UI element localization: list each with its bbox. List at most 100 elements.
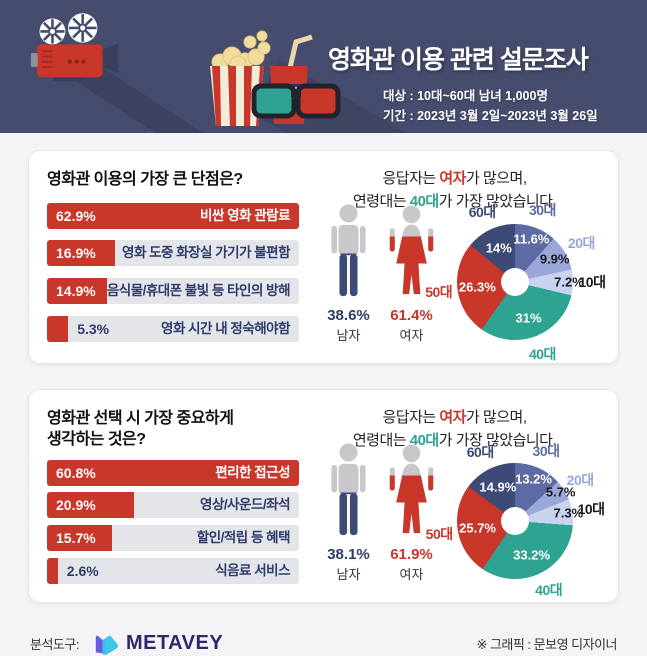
bar-fill [47, 316, 69, 343]
female-pictogram-icon [389, 205, 434, 295]
bar-row: 14.9% 음식물/휴대폰 불빛 등 타인의 방해 [47, 278, 299, 305]
donut-chart-body [457, 463, 573, 579]
popcorn-drink-3dglasses-icon [210, 30, 341, 126]
pie-slice-percentage: 14% [485, 240, 512, 256]
bar-row: 15.7% 할인/적립 등 혜택 [47, 525, 299, 552]
bar-label: 할인/적립 등 혜택 [196, 530, 291, 546]
pie-slice-percentage: 7.2% [554, 274, 584, 290]
metavey-logo: METAVEY [93, 630, 223, 656]
pie-slice-label: 30대 [528, 202, 556, 219]
bar-fill [47, 492, 134, 519]
card-disadvantages: 영화관 이용의 가장 큰 단점은? 62.9% 비싼 영화 관람료 16.9% 영화 … [28, 150, 619, 364]
bar-percentage: 5.3% [77, 321, 110, 338]
insight-segment: 응답자는 [382, 170, 440, 187]
graphic-credit: ※ 그래픽 : 문보영 디자이너 [476, 636, 617, 652]
donut-chart-body [457, 224, 573, 340]
insight-segment: 가 가장 많았습니다. [438, 192, 557, 210]
analysis-tool-label: 분석도구: [30, 636, 79, 652]
selection-age-donut-chart: 13.2% 30대 5.7% 20대 7.3% 10대 33.2% 40대 25.7% 50대 14… [426, 443, 605, 599]
female-figure: 61.9% 여자 [386, 443, 437, 583]
bar-percentage: 14.9% [56, 283, 96, 300]
pie-slice-label: 40대 [528, 345, 556, 362]
pie-slice-percentage: 5.7% [545, 484, 576, 500]
card-selection-criteria: 영화관 선택 시 가장 중요하게 생각하는 것은? 60.8% 편리한 접근성 20… [28, 389, 619, 603]
insight-highlight-40s: 40대 [409, 192, 440, 210]
survey-target: 대상 : 10대~60대 남녀 1,000명 [383, 89, 548, 103]
pie-slice-label: 10대 [578, 274, 606, 291]
bar-percentage: 60.8% [56, 464, 96, 481]
bar-label: 영화 도중 화장실 가기가 불편함 [122, 245, 290, 261]
card1-insight: 응답자는 여자가 많으며, 연령대는 40대가 가장 많았습니다. [309, 166, 600, 213]
card2-insight: 응답자는 여자가 많으며, 연령대는 40대가 가장 많았습니다. [309, 405, 600, 452]
pie-slice-percentage: 26.3% [458, 279, 496, 295]
male-label: 남자 [336, 328, 361, 343]
pie-slice-label: 50대 [425, 284, 453, 301]
insight-segment: 가 많으며, [465, 170, 527, 187]
bar-row: 62.9% 비싼 영화 관람료 [47, 202, 299, 229]
pie-slice-label: 20대 [567, 235, 595, 251]
pie-slice-percentage: 14.9% [479, 479, 517, 495]
pie-slice-label: 10대 [577, 501, 605, 518]
male-percentage: 38.6% [327, 307, 370, 324]
bar-percentage: 20.9% [56, 497, 96, 514]
bar-label: 음식물/휴대폰 불빛 등 타인의 방해 [106, 283, 291, 299]
male-label: 남자 [336, 567, 361, 582]
pie-slice-label: 60대 [468, 204, 496, 221]
bar-row: 60.8% 편리한 접근성 [47, 459, 299, 486]
female-label: 여자 [399, 328, 424, 343]
page-title: 영화관 이용 관련 설문조사 [328, 46, 589, 74]
card1-gender-figures: 38.6% 남자 61.4% 여자 [327, 204, 437, 344]
insight-segment: 응답자는 [382, 409, 440, 426]
insight-segment: 가 많으며, [465, 409, 527, 426]
insight-highlight-female: 여자 [439, 170, 466, 187]
selection-bar-chart: 60.8% 편리한 접근성 20.9% 영상/사운드/좌석 15.7% 할인/적립 등 혜… [47, 457, 299, 587]
metavey-wordmark: METAVEY [125, 631, 224, 654]
bar-label: 편리한 접근성 [215, 464, 290, 480]
female-percentage: 61.9% [390, 546, 433, 563]
metavey-logo-icon [95, 635, 118, 655]
pie-slice-label: 30대 [532, 442, 560, 459]
male-figure: 38.1% 남자 [327, 443, 370, 583]
bar-label: 영화 시간 내 정숙해야함 [161, 321, 290, 337]
film-projector-icon [30, 13, 119, 82]
pie-slice-label: 50대 [425, 526, 453, 543]
pie-slice-label: 60대 [466, 444, 494, 461]
female-label: 여자 [399, 567, 424, 582]
disadvantage-age-donut-chart: 11.6% 30대 9.9% 20대 7.2% 10대 31% 40대 26.3% 50대 14% 6… [425, 202, 606, 362]
bar-percentage: 62.9% [56, 207, 96, 224]
card2-question: 영화관 선택 시 가장 중요하게 생각하는 것은? [47, 410, 234, 448]
bar-row: 5.3% 영화 시간 내 정숙해야함 [47, 316, 299, 343]
bar-fill [47, 525, 113, 552]
bar-percentage: 15.7% [56, 530, 96, 547]
bar-label: 영상/사운드/좌석 [200, 497, 290, 513]
content: 영화관 이용의 가장 큰 단점은? 62.9% 비싼 영화 관람료 16.9% 영화 … [0, 133, 647, 603]
pie-slice-percentage: 25.7% [459, 520, 496, 536]
pie-slice-label: 40대 [535, 582, 563, 599]
pie-slice-percentage: 33.2% [513, 547, 551, 563]
pie-slice-percentage: 13.2% [515, 471, 552, 487]
pie-slice-percentage: 7.3% [553, 505, 584, 521]
bar-label: 비싼 영화 관람료 [200, 207, 290, 223]
bar-row: 20.9% 영상/사운드/좌석 [47, 492, 299, 519]
female-figure: 61.4% 여자 [386, 204, 437, 344]
disadvantage-bar-chart: 62.9% 비싼 영화 관람료 16.9% 영화 도중 화장실 가기가 불편함 14.9… [47, 197, 299, 348]
bar-row: 2.6% 식음료 서비스 [47, 557, 299, 584]
footer: 분석도구: METAVEY ※ 그래픽 : 문보영 디자이너 [0, 628, 647, 656]
pie-slice-percentage: 31% [515, 310, 542, 325]
pie-slice-label: 20대 [566, 471, 594, 488]
insight-segment: 가 가장 많았습니다. [438, 431, 557, 449]
bar-row: 16.9% 영화 도중 화장실 가기가 불편함 [47, 240, 299, 267]
insight-highlight-40s: 40대 [409, 431, 440, 449]
card1-question: 영화관 이용의 가장 큰 단점은? [47, 171, 243, 188]
pie-slice-percentage: 9.9% [539, 251, 570, 267]
bar-fill [47, 557, 58, 584]
bar-fill [47, 202, 299, 229]
male-figure: 38.6% 남자 [327, 204, 370, 344]
female-percentage: 61.4% [390, 307, 433, 324]
male-pictogram-icon [331, 443, 366, 536]
bar-percentage: 16.9% [56, 245, 96, 262]
survey-period: 기간 : 2023년 3월 2일~2023년 3월 26일 [383, 109, 598, 123]
bar-fill [47, 278, 107, 305]
insight-segment: 연령대는 [352, 192, 410, 210]
card2-gender-figures: 38.1% 남자 61.9% 여자 [327, 443, 437, 583]
